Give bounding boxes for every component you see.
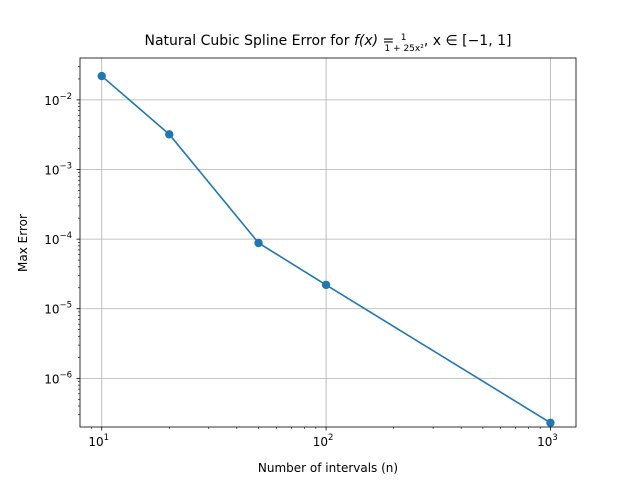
data-point — [546, 418, 555, 427]
plot-area: 101 102 103 10−6 10−5 10−4 10−3 10−2 — [44, 57, 577, 449]
x-tick-label: 103 — [537, 433, 558, 449]
title-prefix: Natural Cubic Spline Error for — [145, 33, 354, 49]
x-tick-label: 101 — [88, 433, 109, 449]
title-suffix: , x ∈ [−1, 1] — [424, 33, 512, 49]
x-axis-label: Number of intervals (n) — [258, 461, 398, 475]
y-tick-label: 10−6 — [44, 370, 72, 386]
y-tick-label: 10−2 — [44, 92, 72, 108]
data-point — [165, 130, 174, 139]
y-tick-label: 10−5 — [44, 301, 72, 317]
y-tick-label: 10−3 — [44, 162, 72, 178]
title-fraction: 1 — [401, 33, 407, 43]
title-fraction-denominator: 1 + 25x² — [384, 44, 424, 54]
data-point — [254, 238, 263, 248]
y-tick-label: 10−4 — [44, 231, 72, 247]
axes-frame — [79, 57, 577, 428]
title-fraction-numerator: 1 — [401, 33, 407, 43]
title-function: f(x) = — [354, 33, 399, 49]
data-point — [321, 280, 331, 290]
x-tick-label: 102 — [313, 433, 334, 449]
data-point — [97, 71, 106, 81]
y-axis-label: Max Error — [16, 214, 30, 272]
